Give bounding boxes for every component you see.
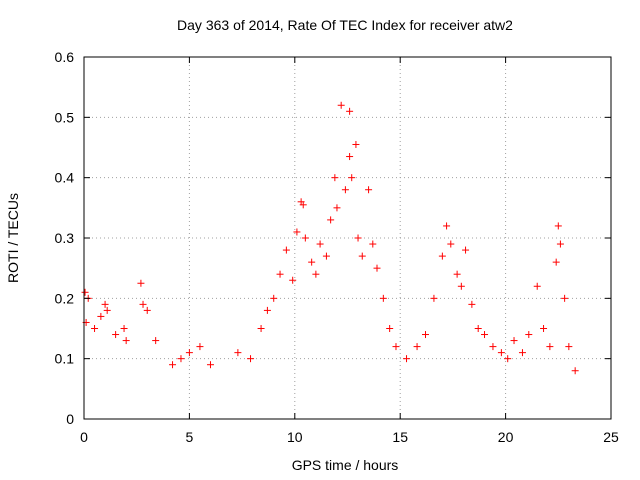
data-point bbox=[403, 355, 411, 363]
data-point bbox=[270, 294, 278, 302]
data-point bbox=[554, 222, 562, 230]
data-point bbox=[293, 228, 301, 236]
data-point bbox=[139, 300, 147, 308]
data-point bbox=[177, 355, 185, 363]
data-point bbox=[421, 331, 429, 339]
plot-frame bbox=[83, 56, 612, 420]
data-point bbox=[352, 140, 360, 148]
data-point bbox=[518, 349, 526, 357]
data-point bbox=[497, 349, 505, 357]
data-point bbox=[316, 240, 324, 248]
data-point bbox=[112, 331, 120, 339]
data-point bbox=[386, 325, 394, 332]
data-point bbox=[504, 355, 512, 363]
data-point bbox=[510, 337, 518, 345]
data-point bbox=[462, 246, 470, 254]
data-point bbox=[282, 246, 290, 254]
data-point bbox=[346, 153, 354, 161]
data-point bbox=[571, 367, 579, 375]
y-tick-label: 0 bbox=[66, 411, 74, 427]
data-point bbox=[143, 306, 151, 314]
x-tick-label: 5 bbox=[186, 429, 194, 445]
data-point bbox=[413, 343, 421, 351]
data-point bbox=[337, 101, 345, 109]
data-point bbox=[185, 349, 193, 357]
data-point bbox=[206, 361, 214, 369]
y-tick-label: 0.3 bbox=[55, 230, 75, 246]
data-point bbox=[453, 270, 461, 278]
y-tick-label: 0.2 bbox=[55, 290, 75, 306]
grid-lines bbox=[84, 57, 611, 419]
data-point bbox=[289, 276, 297, 284]
data-point bbox=[365, 186, 373, 194]
data-point bbox=[169, 361, 177, 369]
data-point bbox=[333, 204, 341, 212]
data-points bbox=[81, 101, 579, 375]
data-point bbox=[358, 252, 366, 260]
data-point bbox=[312, 270, 320, 278]
x-tick-label: 25 bbox=[603, 429, 619, 445]
data-point bbox=[257, 325, 265, 332]
data-point bbox=[392, 343, 400, 351]
data-point bbox=[103, 306, 111, 314]
data-point bbox=[322, 252, 330, 260]
x-axis-label: GPS time / hours bbox=[292, 457, 399, 473]
y-tick-label: 0.6 bbox=[55, 49, 75, 65]
data-point bbox=[552, 258, 560, 266]
data-point bbox=[561, 294, 569, 302]
data-point bbox=[301, 234, 309, 242]
x-tick-label: 10 bbox=[287, 429, 303, 445]
data-point bbox=[346, 107, 354, 115]
data-point bbox=[331, 174, 339, 182]
data-point bbox=[247, 355, 255, 363]
data-point bbox=[101, 300, 109, 308]
data-point bbox=[308, 258, 316, 266]
data-point bbox=[369, 240, 377, 248]
data-point bbox=[556, 240, 564, 248]
data-point bbox=[120, 325, 128, 332]
data-point bbox=[327, 216, 335, 224]
y-tick-label: 0.5 bbox=[55, 109, 75, 125]
data-point bbox=[91, 325, 99, 332]
data-point bbox=[481, 331, 489, 339]
data-point bbox=[122, 337, 130, 345]
data-point bbox=[525, 331, 533, 339]
data-point bbox=[234, 349, 242, 357]
data-point bbox=[565, 343, 573, 351]
y-axis-label: ROTI / TECUs bbox=[5, 193, 21, 283]
x-tick-label: 15 bbox=[392, 429, 408, 445]
data-point bbox=[546, 343, 554, 351]
y-tick-label: 0.4 bbox=[55, 170, 75, 186]
data-point bbox=[348, 174, 356, 182]
data-point bbox=[447, 240, 455, 248]
data-point bbox=[152, 337, 160, 345]
data-point bbox=[430, 294, 438, 302]
x-tick-label: 20 bbox=[498, 429, 514, 445]
data-point bbox=[299, 201, 307, 209]
data-point bbox=[468, 300, 476, 308]
data-point bbox=[379, 294, 387, 302]
data-point bbox=[354, 234, 362, 242]
data-point bbox=[533, 282, 541, 290]
data-point bbox=[443, 222, 451, 230]
data-point bbox=[373, 264, 381, 272]
data-point bbox=[276, 270, 284, 278]
data-point bbox=[474, 325, 482, 332]
data-point bbox=[438, 252, 446, 260]
y-tick-label: 0.1 bbox=[55, 351, 75, 367]
data-point bbox=[341, 186, 349, 194]
data-point bbox=[81, 288, 89, 296]
axes: 0 0.1 0.2 0.3 0.4 0.5 0.6 0 5 10 15 20 25 bbox=[55, 49, 619, 445]
data-point bbox=[137, 279, 145, 287]
data-point bbox=[97, 312, 105, 320]
data-point bbox=[489, 343, 497, 351]
x-tick-label: 0 bbox=[80, 429, 88, 445]
data-point bbox=[196, 343, 204, 351]
chart-title: Day 363 of 2014, Rate Of TEC Index for r… bbox=[177, 17, 513, 33]
data-point bbox=[540, 325, 548, 332]
data-point bbox=[457, 282, 465, 290]
data-point bbox=[263, 306, 271, 314]
